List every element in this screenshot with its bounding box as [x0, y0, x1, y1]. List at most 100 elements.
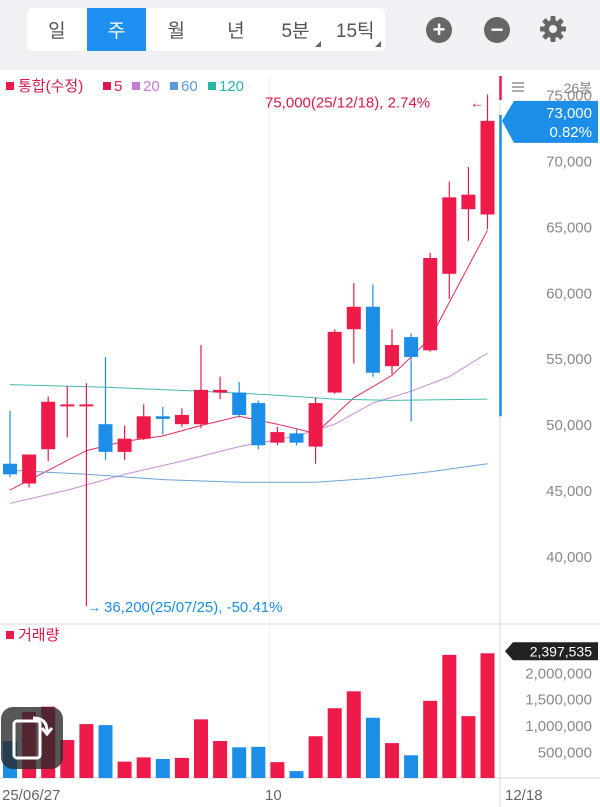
candle-body [79, 404, 94, 407]
candle-body [289, 433, 304, 443]
candle-body [174, 414, 189, 425]
candle [117, 425, 132, 460]
dropdown-corner-icon [375, 41, 382, 47]
current-price-marker: 73,000 0.82% [499, 76, 598, 417]
legend-ma-120: 120 [219, 78, 244, 95]
volume-bar [194, 719, 208, 778]
volume-bar [155, 758, 170, 778]
moving-average-lines [9, 230, 488, 504]
y-tick-label: 55,000 [546, 351, 592, 368]
high-annotation: 75,000(25/12/18), 2.74% [265, 94, 430, 111]
current-price-label: 73,000 [546, 105, 592, 122]
candle [308, 397, 323, 464]
candle-body [22, 454, 37, 484]
candle-body [404, 337, 419, 357]
ma-line-5 [9, 230, 488, 491]
candle [423, 252, 438, 352]
legend-swatch [103, 82, 111, 90]
tab-5min-label: 5분 [281, 21, 310, 42]
x-tick-label: 10 [265, 787, 282, 804]
candle-body [3, 463, 17, 475]
rotate-screen-button[interactable] [1, 707, 63, 769]
candle-body [232, 392, 247, 415]
candle [79, 383, 94, 607]
tab-5min[interactable]: 5분 [266, 8, 326, 51]
candle-body [385, 345, 399, 367]
candle-body [155, 416, 170, 419]
candle [289, 429, 304, 446]
candle-body [194, 389, 208, 425]
ma-line-60 [9, 463, 488, 483]
candle-body [117, 438, 132, 452]
candle [174, 408, 189, 427]
candle-body [423, 258, 438, 351]
legend-title: 통합(수정) [18, 78, 83, 95]
volume-bar [174, 757, 189, 778]
volume-bars [3, 653, 495, 778]
candle-body [98, 424, 113, 452]
volume-legend-swatch [6, 631, 14, 639]
volume-tick-label: 500,000 [538, 745, 592, 762]
legend-swatch [6, 82, 14, 90]
zoom-out-icon[interactable]: − [484, 17, 510, 43]
candle [461, 167, 476, 241]
legend: 통합(수정) 5 20 60 120 거래량 [6, 78, 244, 644]
volume-bar [232, 747, 247, 778]
tab-15tick-label: 15틱 [335, 21, 375, 42]
y-tick-label: 60,000 [546, 285, 592, 302]
candle-body [251, 403, 266, 446]
tab-year[interactable]: 년 [227, 21, 245, 42]
candle [480, 94, 495, 229]
candle-body [480, 120, 495, 215]
candle-body [461, 194, 476, 210]
x-tick-label: 25/06/27 [2, 787, 60, 804]
volume-tick-label: 2,000,000 [525, 665, 592, 682]
volume-bar [365, 717, 380, 778]
stock-chart[interactable]: 40,000 45,000 50,000 55,000 60,000 65,000 70,0… [0, 70, 600, 807]
period-tabs: 일 주 월 년 5분 15틱 [27, 8, 385, 51]
candle [232, 381, 247, 418]
candle [98, 356, 113, 460]
volume-bar [461, 716, 476, 778]
x-tick-label: 12/18 [505, 787, 543, 804]
chart-toolbar: 일 주 월 년 5분 15틱 + − [0, 0, 600, 70]
current-volume-box [505, 642, 598, 661]
gear-icon[interactable] [537, 13, 569, 45]
tab-week[interactable]: 주 [86, 8, 147, 51]
candle [136, 404, 151, 440]
ma-line-120 [9, 384, 488, 401]
candle [404, 333, 419, 422]
legend-swatch [170, 82, 178, 90]
low-annotation: 36,200(25/07/25), -50.41% [104, 599, 282, 616]
y-tick-label: 45,000 [546, 483, 592, 500]
candle [327, 329, 342, 394]
volume-bar [404, 755, 419, 778]
candle-body [327, 331, 342, 393]
current-volume-marker: 2,397,535 [505, 642, 598, 661]
tab-day[interactable]: 일 [48, 21, 66, 42]
candle [41, 396, 56, 462]
y-tick-label: 70,000 [546, 153, 592, 170]
volume-bar [79, 724, 94, 778]
tab-15tick[interactable]: 15틱 [325, 8, 385, 51]
y-tick-label: 50,000 [546, 417, 592, 434]
y-tick-label: 65,000 [546, 219, 592, 236]
candlesticks [3, 94, 495, 607]
volume-title: 거래량 [18, 627, 60, 644]
volume-tick-label: 1,500,000 [525, 692, 592, 709]
candle-count-label: 26봉 [564, 80, 593, 96]
candle-body [346, 306, 361, 330]
volume-bar [308, 736, 323, 778]
zoom-in-icon[interactable]: + [426, 17, 452, 43]
candle [251, 400, 266, 450]
volume-bar [423, 700, 438, 778]
legend-ma-20: 20 [143, 78, 160, 95]
candle-body [442, 197, 457, 274]
tab-month[interactable]: 월 [167, 21, 185, 42]
volume-bar [270, 762, 285, 778]
volume-bar [289, 771, 304, 778]
ma-line-20 [9, 352, 488, 504]
candle-body [213, 389, 228, 393]
candle-body [136, 416, 151, 439]
legend-swatch [208, 82, 216, 90]
